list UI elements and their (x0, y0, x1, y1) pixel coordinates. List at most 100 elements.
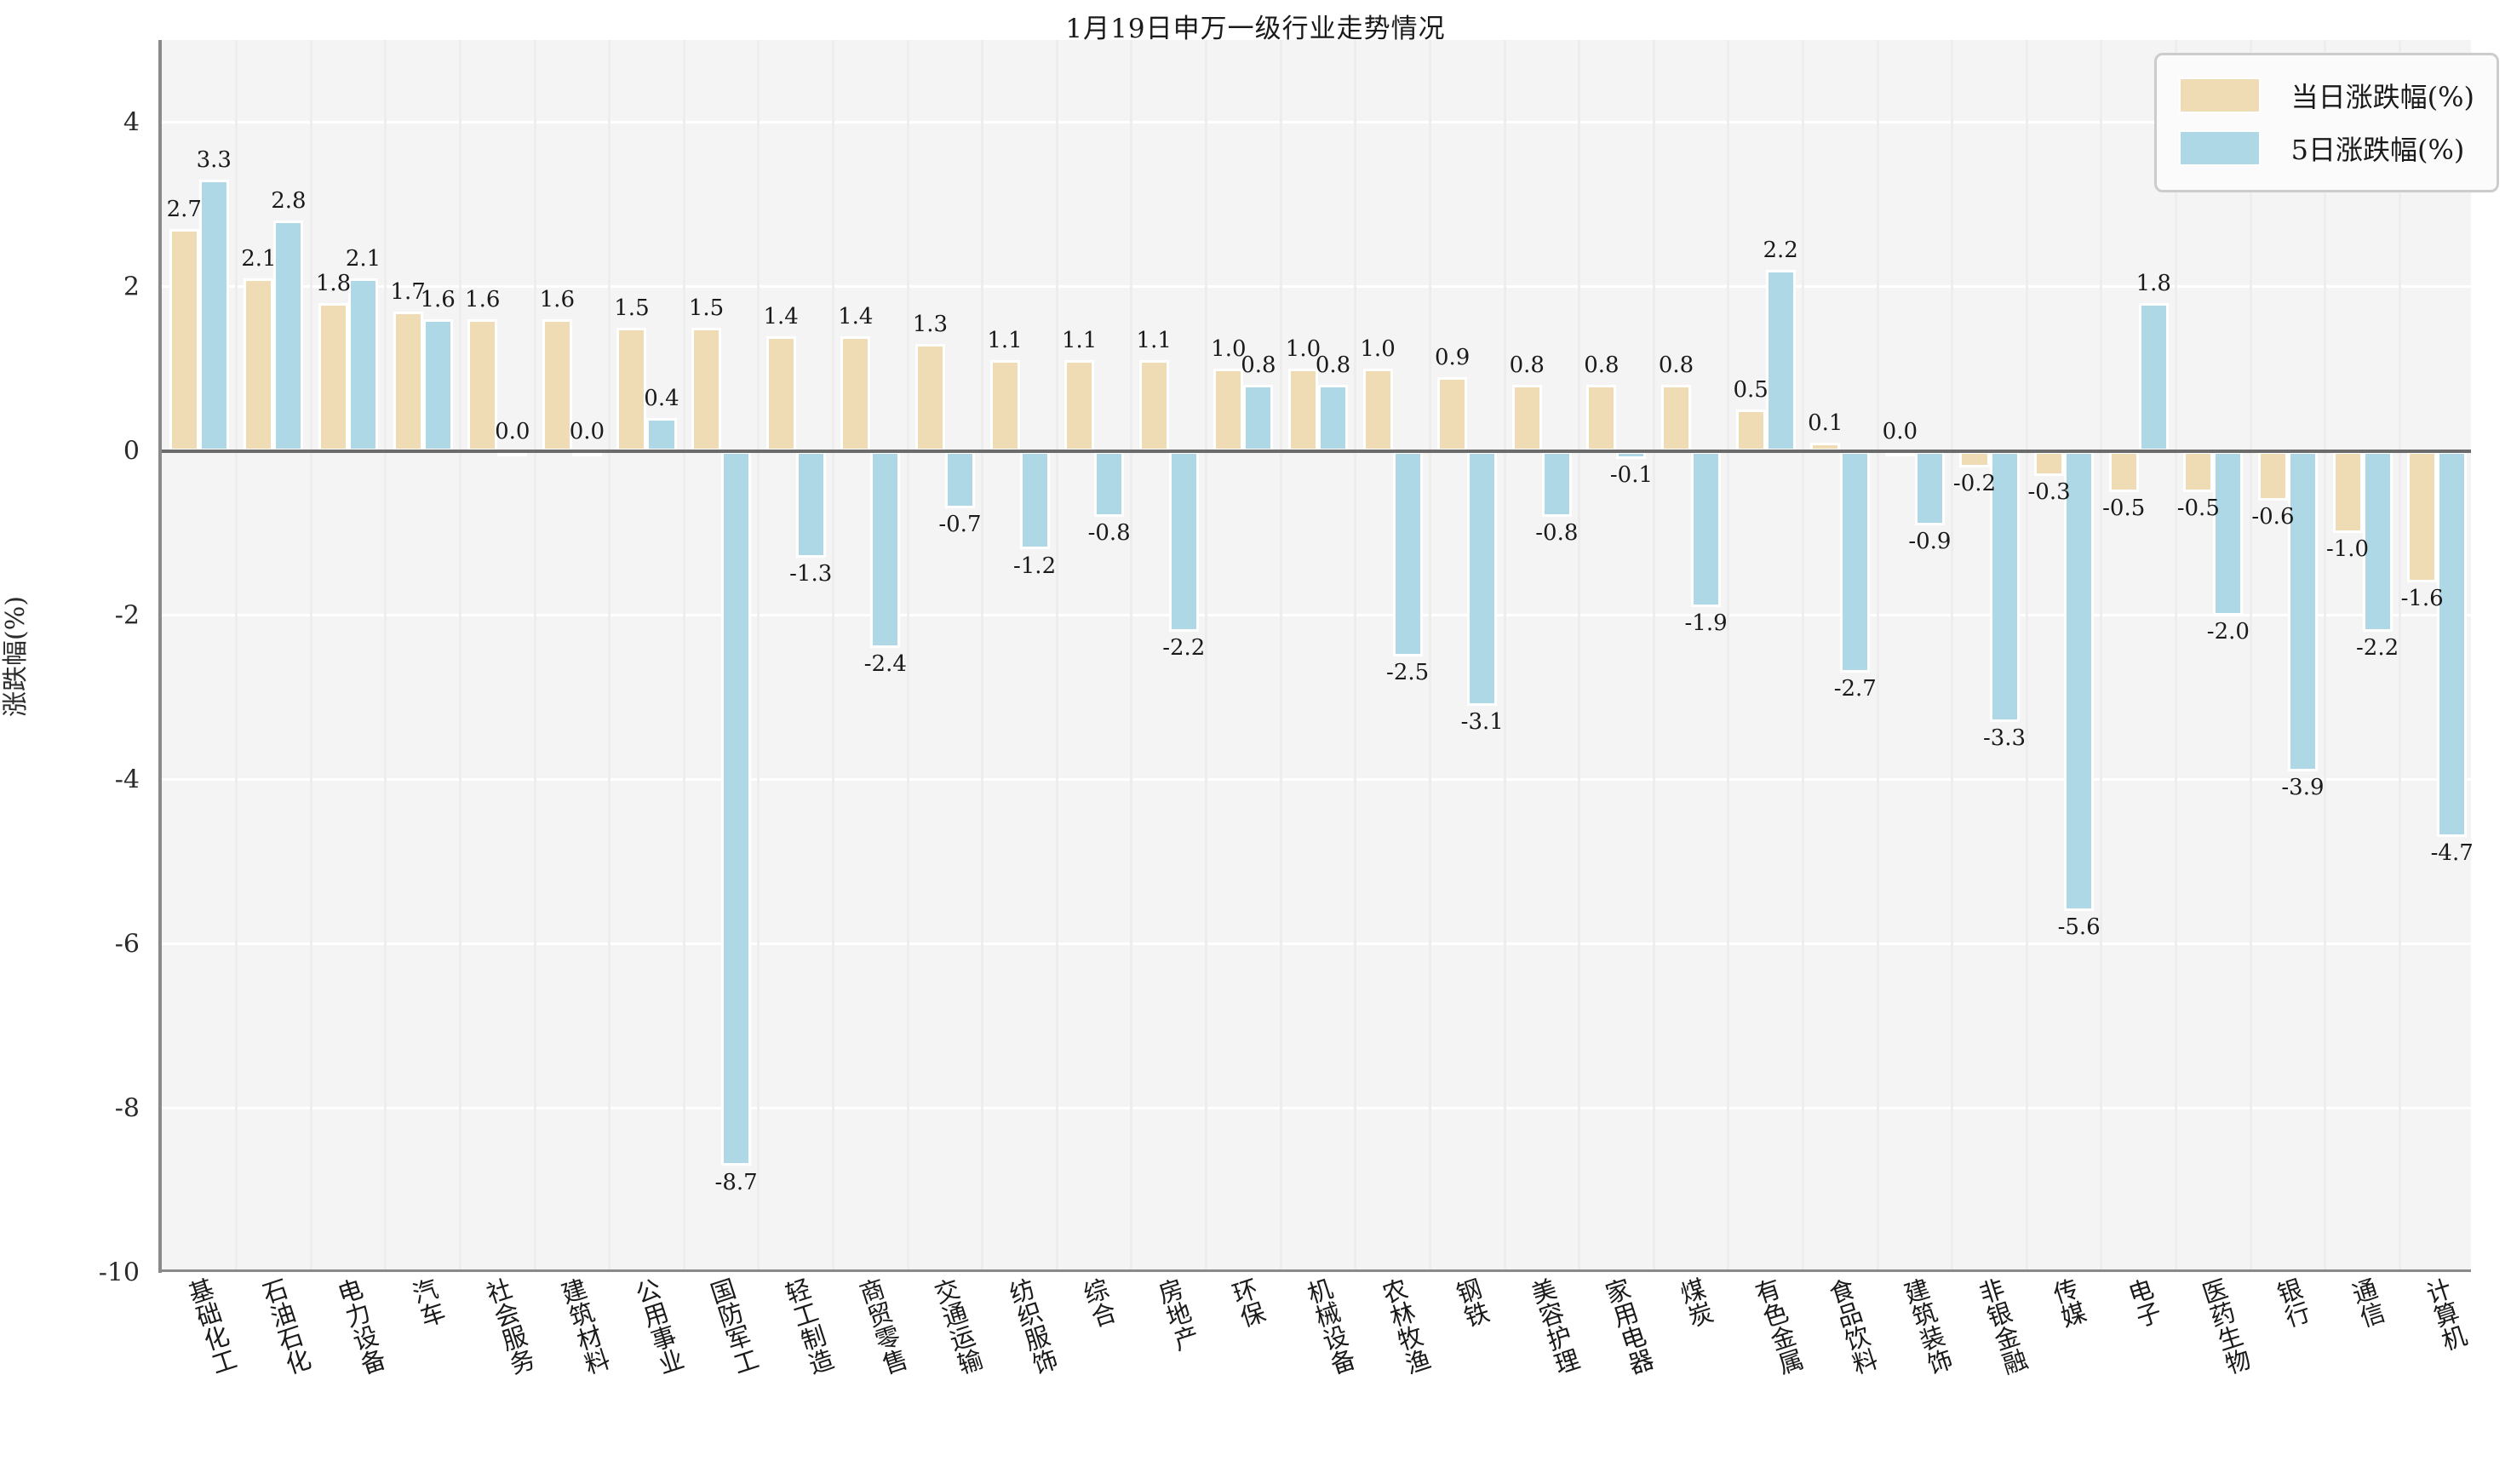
bar-five-day[interactable] (2064, 450, 2095, 912)
bar-five-day[interactable] (198, 180, 229, 451)
bar-daily[interactable] (914, 344, 945, 451)
bar-five-day[interactable] (1467, 450, 1498, 706)
x-axis-tick-label: 纺织服饰 (1002, 1275, 1061, 1378)
bar-daily[interactable] (765, 335, 796, 451)
gridline-vertical (832, 40, 835, 1269)
bar-daily[interactable] (2257, 450, 2288, 501)
gridline-vertical (2175, 40, 2178, 1269)
bar-five-day[interactable] (1765, 270, 1796, 451)
bar-value-label: -2.2 (1162, 635, 1206, 662)
bar-five-day[interactable] (2437, 450, 2468, 838)
x-axis-tick-label: 建筑装饰 (1897, 1275, 1956, 1378)
bar-five-day[interactable] (870, 450, 901, 649)
bar-five-day[interactable] (2213, 450, 2244, 616)
bar-daily[interactable] (2183, 450, 2214, 492)
bar-five-day[interactable] (1840, 450, 1871, 673)
bar-five-day[interactable] (1019, 450, 1050, 550)
bar-daily[interactable] (2108, 450, 2139, 492)
gridline-vertical (2100, 40, 2103, 1269)
bar-daily[interactable] (1437, 376, 1468, 451)
y-axis-label-host: 涨跌幅(%) (1, 40, 43, 1273)
bar-daily[interactable] (2332, 450, 2363, 534)
y-axis-tick-label: -2 (114, 600, 140, 631)
bar-daily[interactable] (1064, 360, 1095, 451)
bar-five-day[interactable] (944, 450, 975, 509)
y-axis-tick-label: 0 (123, 436, 140, 467)
bar-five-day[interactable] (1168, 450, 1199, 633)
bar-five-day[interactable] (795, 450, 826, 559)
bar-daily[interactable] (393, 311, 423, 451)
bar-value-label: -0.6 (2251, 503, 2295, 530)
bar-daily[interactable] (1586, 385, 1617, 451)
bar-daily[interactable] (1362, 369, 1393, 451)
bar-daily[interactable] (1511, 385, 1542, 451)
x-axis-tick-label: 医药生物 (2195, 1275, 2255, 1378)
bar-value-label: 0.0 (569, 418, 605, 444)
bar-five-day[interactable] (348, 278, 379, 451)
x-axis-tick-label: 轻工制造 (778, 1275, 837, 1378)
bar-value-label: -1.0 (2325, 536, 2370, 563)
bar-value-label: -2.4 (863, 651, 907, 678)
x-axis-tick-label: 钢铁 (1449, 1275, 1493, 1332)
bar-daily[interactable] (318, 302, 349, 451)
y-axis-tick-label: 4 (123, 107, 140, 138)
bar-value-label: 1.3 (912, 312, 949, 338)
zero-baseline (162, 449, 2471, 453)
gridline-vertical (2249, 40, 2252, 1269)
bar-daily[interactable] (840, 335, 871, 451)
bar-five-day[interactable] (2362, 450, 2393, 633)
bar-daily[interactable] (169, 229, 199, 451)
bar-five-day[interactable] (1691, 450, 1722, 608)
gridline-vertical (458, 40, 461, 1269)
bar-five-day[interactable] (1094, 450, 1125, 517)
bar-five-day[interactable] (1989, 450, 2020, 723)
bar-five-day[interactable] (1541, 450, 1572, 517)
gridline-vertical (384, 40, 387, 1269)
gridline-vertical (309, 40, 312, 1269)
bar-five-day[interactable] (1318, 385, 1349, 451)
bar-five-day[interactable] (721, 450, 752, 1166)
bar-daily[interactable] (244, 278, 274, 451)
x-axis-labels: 基础化工 石油石化 电力设备 汽车 社会服务 建筑材料 公用事业 国防军工 轻工制造 商贸零售 交通… (158, 1275, 2471, 1484)
bar-daily[interactable] (1287, 369, 1318, 451)
bar-daily[interactable] (2407, 450, 2438, 583)
bar-five-day[interactable] (1392, 450, 1423, 656)
bar-value-label: -3.1 (1460, 708, 1504, 735)
bar-value-label: 0.9 (1435, 344, 1470, 370)
bar-daily[interactable] (1735, 410, 1766, 451)
bar-five-day[interactable] (2287, 450, 2318, 772)
bar-daily[interactable] (467, 319, 498, 451)
bar-value-label: 1.1 (1136, 328, 1172, 354)
bar-daily[interactable] (616, 327, 647, 451)
bar-five-day[interactable] (646, 418, 677, 451)
bar-five-day[interactable] (422, 319, 453, 451)
legend-item[interactable]: 当日涨跌幅(%) (2178, 69, 2474, 122)
bar-daily[interactable] (691, 327, 722, 451)
x-axis-tick-label: 综合 (1076, 1275, 1121, 1332)
chart-legend[interactable]: 当日涨跌幅(%) 5日涨跌幅(%) (2153, 53, 2499, 192)
y-axis-tick-label: -10 (98, 1258, 140, 1288)
bar-daily[interactable] (2034, 450, 2065, 476)
gridline-vertical (906, 40, 909, 1269)
bar-value-label: -0.8 (1535, 519, 1579, 546)
bar-value-label: 1.0 (1211, 336, 1247, 363)
bar-value-label: 1.7 (390, 278, 426, 305)
bar-daily[interactable] (1213, 369, 1244, 451)
bar-daily[interactable] (542, 319, 572, 451)
bar-daily[interactable] (989, 360, 1020, 451)
plot-area: 2.7 3.3 2.1 2.8 1.8 2.1 1.7 1.6 1.6 0.0 1.6 0.0 1.5 0… (158, 40, 2474, 1275)
bar-five-day[interactable] (1243, 385, 1274, 451)
x-axis-tick-label: 商贸零售 (852, 1275, 912, 1378)
x-axis-tick-label: 电力设备 (330, 1275, 389, 1378)
bar-daily[interactable] (1138, 360, 1169, 451)
legend-item[interactable]: 5日涨跌幅(%) (2178, 122, 2474, 175)
bar-value-label: -2.2 (2356, 635, 2399, 662)
x-axis-tick-label: 基础化工 (181, 1275, 240, 1378)
bar-value-label: 2.7 (166, 197, 202, 223)
bar-five-day[interactable] (273, 221, 304, 451)
bar-five-day[interactable] (1914, 450, 1945, 525)
bar-five-day[interactable] (2138, 302, 2169, 451)
bar-daily[interactable] (1959, 450, 1990, 467)
bar-daily[interactable] (1661, 385, 1692, 451)
bar-value-label: -0.5 (2176, 495, 2220, 521)
